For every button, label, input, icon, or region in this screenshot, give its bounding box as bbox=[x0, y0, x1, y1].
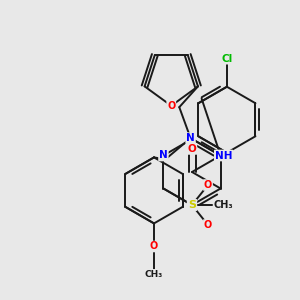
Text: O: O bbox=[167, 101, 176, 111]
Text: O: O bbox=[204, 180, 212, 190]
Text: O: O bbox=[188, 144, 196, 154]
Text: O: O bbox=[150, 242, 158, 251]
Text: Cl: Cl bbox=[221, 54, 233, 64]
Text: CH₃: CH₃ bbox=[145, 270, 163, 279]
Text: N: N bbox=[159, 151, 168, 160]
Text: CH₃: CH₃ bbox=[214, 200, 233, 210]
Text: NH: NH bbox=[215, 151, 232, 160]
Text: S: S bbox=[188, 200, 196, 210]
Text: N: N bbox=[186, 133, 195, 143]
Text: O: O bbox=[204, 220, 212, 230]
Text: N: N bbox=[188, 200, 196, 210]
